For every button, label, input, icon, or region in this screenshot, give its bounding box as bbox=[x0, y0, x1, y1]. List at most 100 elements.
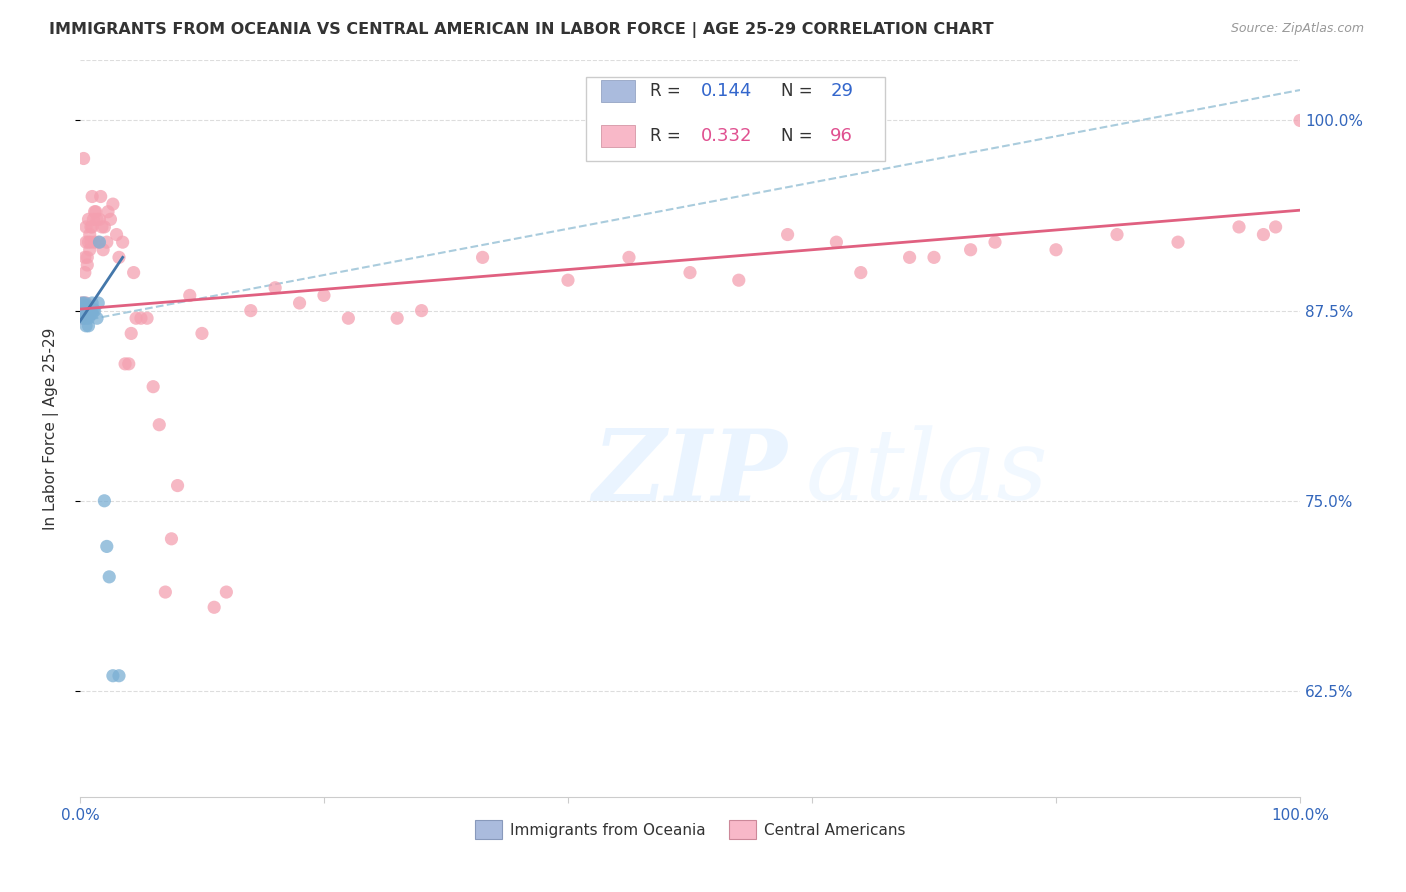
Point bbox=[136, 311, 159, 326]
Point bbox=[77, 311, 100, 326]
Point bbox=[105, 227, 128, 242]
Legend: Immigrants from Oceania, Central Americans: Immigrants from Oceania, Central America… bbox=[468, 814, 911, 845]
Text: N =: N = bbox=[782, 82, 818, 100]
Point bbox=[922, 251, 945, 265]
Text: 29: 29 bbox=[831, 82, 853, 100]
Point bbox=[142, 380, 165, 394]
Point bbox=[87, 296, 110, 310]
Point bbox=[101, 669, 124, 683]
Point bbox=[96, 235, 118, 249]
Point bbox=[1289, 113, 1312, 128]
Point bbox=[86, 311, 108, 326]
Point bbox=[898, 251, 921, 265]
Point bbox=[87, 235, 110, 249]
Point bbox=[114, 357, 136, 371]
Text: R =: R = bbox=[650, 127, 686, 145]
Point bbox=[984, 235, 1007, 249]
Point bbox=[239, 303, 262, 318]
Point bbox=[160, 532, 183, 546]
Point bbox=[76, 308, 98, 322]
Point bbox=[77, 318, 100, 333]
Point bbox=[72, 311, 94, 326]
Point bbox=[1045, 243, 1067, 257]
Point bbox=[72, 152, 94, 166]
Point bbox=[1105, 227, 1128, 242]
Point bbox=[75, 235, 97, 249]
Point bbox=[89, 235, 111, 249]
Point bbox=[83, 303, 105, 318]
Point bbox=[76, 251, 98, 265]
Point bbox=[1227, 219, 1250, 234]
Point bbox=[77, 212, 100, 227]
Point bbox=[72, 311, 94, 326]
FancyBboxPatch shape bbox=[600, 125, 636, 146]
Point bbox=[79, 308, 101, 322]
Point bbox=[100, 212, 122, 227]
Point bbox=[825, 235, 848, 249]
Point bbox=[727, 273, 749, 287]
Point bbox=[90, 189, 112, 203]
Point bbox=[82, 307, 104, 321]
FancyBboxPatch shape bbox=[600, 80, 636, 103]
Point bbox=[148, 417, 170, 432]
Point bbox=[337, 311, 360, 326]
Point bbox=[101, 197, 124, 211]
Text: Source: ZipAtlas.com: Source: ZipAtlas.com bbox=[1230, 22, 1364, 36]
Point bbox=[312, 288, 335, 302]
Point bbox=[80, 303, 103, 318]
Point bbox=[108, 669, 131, 683]
Point bbox=[557, 273, 579, 287]
Point bbox=[166, 478, 188, 492]
Point bbox=[70, 296, 93, 310]
Point bbox=[1253, 227, 1275, 242]
Point bbox=[83, 204, 105, 219]
Point bbox=[75, 311, 97, 326]
Point bbox=[72, 302, 94, 317]
Point bbox=[179, 288, 201, 302]
Text: R =: R = bbox=[650, 82, 686, 100]
Point bbox=[959, 243, 981, 257]
Text: N =: N = bbox=[782, 127, 818, 145]
Point bbox=[79, 301, 101, 315]
Point bbox=[75, 219, 97, 234]
Text: ZIP: ZIP bbox=[592, 425, 787, 521]
Point bbox=[73, 299, 96, 313]
Text: 96: 96 bbox=[831, 127, 853, 145]
Text: 0.144: 0.144 bbox=[702, 82, 752, 100]
Point bbox=[75, 301, 97, 315]
Point bbox=[75, 318, 97, 333]
Point bbox=[776, 227, 799, 242]
Point bbox=[82, 296, 104, 310]
Point bbox=[108, 251, 131, 265]
Point bbox=[72, 296, 94, 310]
Point bbox=[76, 258, 98, 272]
Point bbox=[73, 308, 96, 322]
Point bbox=[264, 281, 287, 295]
Point bbox=[155, 585, 177, 599]
Point bbox=[385, 311, 408, 326]
Point bbox=[79, 243, 101, 257]
Point bbox=[215, 585, 238, 599]
Point bbox=[97, 204, 120, 219]
Point bbox=[73, 266, 96, 280]
Point bbox=[288, 296, 311, 310]
Point bbox=[76, 299, 98, 313]
Point bbox=[75, 296, 97, 310]
Point bbox=[79, 227, 101, 242]
Point bbox=[82, 219, 104, 234]
Text: 0.332: 0.332 bbox=[702, 127, 752, 145]
Point bbox=[80, 235, 103, 249]
Point bbox=[93, 219, 115, 234]
Point bbox=[91, 243, 114, 257]
Point bbox=[93, 493, 115, 508]
Point bbox=[111, 235, 134, 249]
Point bbox=[411, 303, 433, 318]
Point bbox=[80, 219, 103, 234]
Point bbox=[202, 600, 225, 615]
Point bbox=[90, 219, 112, 234]
Point bbox=[84, 204, 107, 219]
Point bbox=[1167, 235, 1189, 249]
Y-axis label: In Labor Force | Age 25-29: In Labor Force | Age 25-29 bbox=[44, 327, 59, 530]
Point bbox=[86, 212, 108, 227]
Point bbox=[72, 302, 94, 317]
